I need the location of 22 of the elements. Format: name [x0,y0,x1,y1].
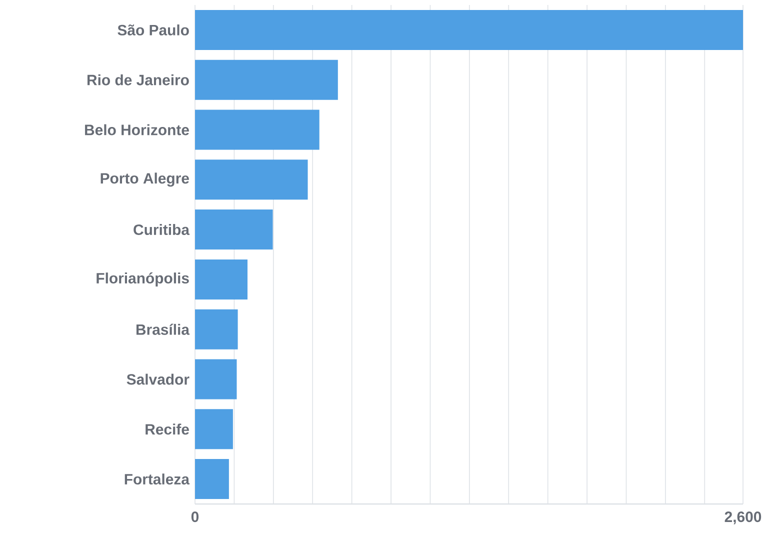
bar [195,259,248,300]
y-tick-label: Porto Alegre [100,172,189,187]
y-tick-label: Rio de Janeiro [88,74,189,86]
y-tick-label: Salvador [126,374,190,385]
y-tick-label: Brasília [136,324,190,335]
bar [195,10,744,50]
y-tick-label: São Paulo [118,24,189,36]
bar [195,409,233,450]
bar [195,110,320,150]
y-tick-label: Recife [146,424,189,435]
bar [195,359,237,400]
bar [195,60,338,100]
bar [195,160,308,200]
y-tick-label: Fortaleza [124,474,190,485]
x-tick-label: 0 [191,512,199,522]
bar [195,459,229,500]
y-tick-label: Curitiba [134,224,190,236]
bar [195,309,238,350]
y-tick-label: Belo Horizonte [85,124,189,136]
y-tick-label: Florianópolis [96,272,189,286]
x-tick-label: 2,600 [724,512,762,524]
bar [195,210,273,250]
